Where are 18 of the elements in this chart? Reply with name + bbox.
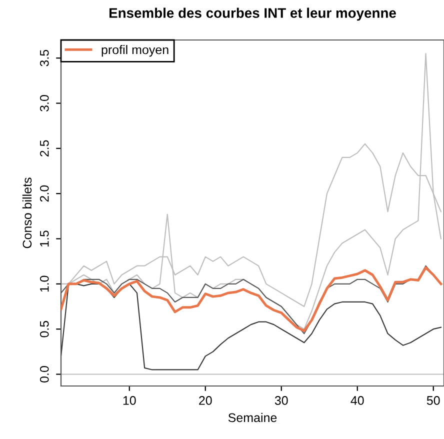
y-tick-label: 3.0 — [40, 95, 49, 112]
y-tick-label: 1.0 — [40, 276, 49, 292]
y-tick-label: 0.0 — [40, 366, 49, 382]
y-axis-title: Conso billets — [22, 178, 32, 248]
line-series — [61, 283, 442, 370]
x-tick-label: 20 — [199, 396, 212, 405]
legend-label: profil moyen — [102, 45, 168, 57]
y-tick-label: 0.5 — [40, 320, 49, 338]
x-tick-label: 10 — [123, 396, 136, 405]
chart-title: Ensemble des courbes INT et leur moyenne — [109, 8, 396, 21]
x-axis-title: Semaine — [228, 412, 277, 422]
x-tick-label: 30 — [274, 396, 288, 405]
y-tick-label: 1.5 — [40, 230, 49, 246]
x-tick-label: 40 — [350, 396, 364, 405]
x-tick-label: 50 — [426, 396, 440, 405]
y-tick-label: 3.5 — [40, 50, 49, 66]
y-tick-label: 2.5 — [40, 140, 49, 156]
y-tick-label: 2.0 — [40, 185, 49, 202]
